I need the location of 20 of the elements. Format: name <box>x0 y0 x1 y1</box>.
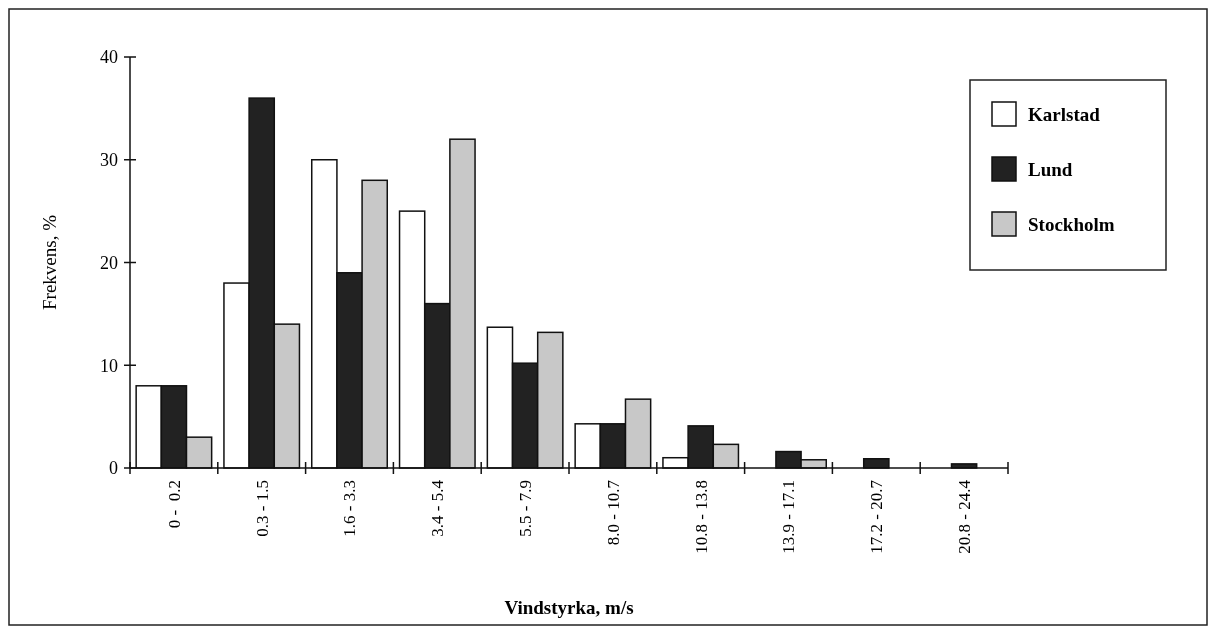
x-tick-label: 10.8 - 13.8 <box>691 480 711 554</box>
legend-label: Lund <box>1028 158 1073 180</box>
y-tick-label: 30 <box>100 150 118 171</box>
y-tick-label: 20 <box>100 252 118 273</box>
x-tick-label: 17.2 - 20.7 <box>867 479 887 554</box>
y-tick-label: 0 <box>109 458 118 479</box>
x-tick-label: 0 - 0.2 <box>164 480 184 529</box>
y-tick-label: 40 <box>100 47 118 68</box>
x-tick-label: 13.9 - 17.1 <box>779 480 799 554</box>
x-tick-label: 1.6 - 3.3 <box>340 480 360 537</box>
x-tick-label: 20.8 - 24.4 <box>955 479 975 554</box>
x-tick-label: 5.5 - 7.9 <box>516 480 536 537</box>
x-tick-label: 3.4 - 5.4 <box>428 479 448 537</box>
legend-label: Stockholm <box>1028 213 1115 235</box>
x-axis-title: Vindstyrka, m/s <box>504 597 634 618</box>
y-axis-title: Frekvens, % <box>39 214 60 310</box>
x-tick-label: 8.0 - 10.7 <box>603 479 623 546</box>
legend-label: Karlstad <box>1028 103 1101 125</box>
y-tick-label: 10 <box>100 355 118 376</box>
x-tick-label: 0.3 - 1.5 <box>252 480 272 537</box>
